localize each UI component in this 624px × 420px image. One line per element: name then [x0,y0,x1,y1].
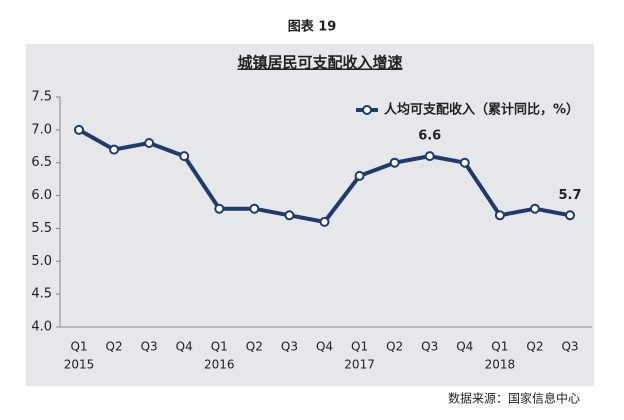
chart-title: 城镇居民可支配收入增速 [237,54,402,72]
x-tick-label: Q2 [106,340,123,354]
point [74,124,84,135]
x-tick-label: Q2 [246,340,263,354]
point [319,216,330,227]
value-label: 5.7 [558,188,581,203]
y-tick-label: 4.5 [31,287,52,302]
x-tick-label: Q4 [316,340,333,354]
y-tick-label: 7.0 [31,122,52,137]
x-tick-label: Q3 [281,340,298,354]
x-group-label: 2017 [344,358,375,372]
x-tick-label: Q4 [176,340,193,354]
point [179,151,190,162]
legend-marker [362,105,372,115]
point [109,144,120,155]
y-tick-label: 6.0 [31,188,52,203]
point [424,151,435,162]
point [284,210,295,221]
x-tick-label: Q3 [421,340,438,354]
figure-label: 图表 19 [288,19,337,35]
x-tick-label: Q2 [526,340,543,354]
point [459,157,470,168]
x-tick-label: Q4 [456,340,473,354]
x-tick-label: Q1 [351,340,368,354]
x-group-label: 2016 [204,358,235,372]
y-tick-label: 5.0 [31,254,52,269]
point [494,210,505,221]
x-group-label: 2018 [485,358,516,372]
x-tick-label: Q3 [561,340,578,354]
point [249,203,260,214]
value-label: 6.6 [418,129,441,144]
y-tick-label: 5.5 [31,221,52,236]
point [354,170,365,181]
legend-label: 人均可支配收入（累计同比，%） [384,102,579,118]
x-group-label: 2015 [64,358,95,372]
x-tick-label: Q1 [211,340,228,354]
x-tick-label: Q2 [386,340,403,354]
source-note: 数据来源：国家信息中心 [448,391,580,406]
x-tick-label: Q3 [141,340,158,354]
point [389,157,400,168]
x-tick-label: Q1 [70,340,87,354]
y-tick-label: 7.5 [31,90,52,105]
point [144,138,155,148]
point [565,210,575,221]
y-tick-label: 6.5 [31,155,52,170]
point [529,203,540,214]
x-tick-label: Q1 [491,340,508,354]
point [214,203,225,214]
y-tick-label: 4.0 [31,320,52,335]
